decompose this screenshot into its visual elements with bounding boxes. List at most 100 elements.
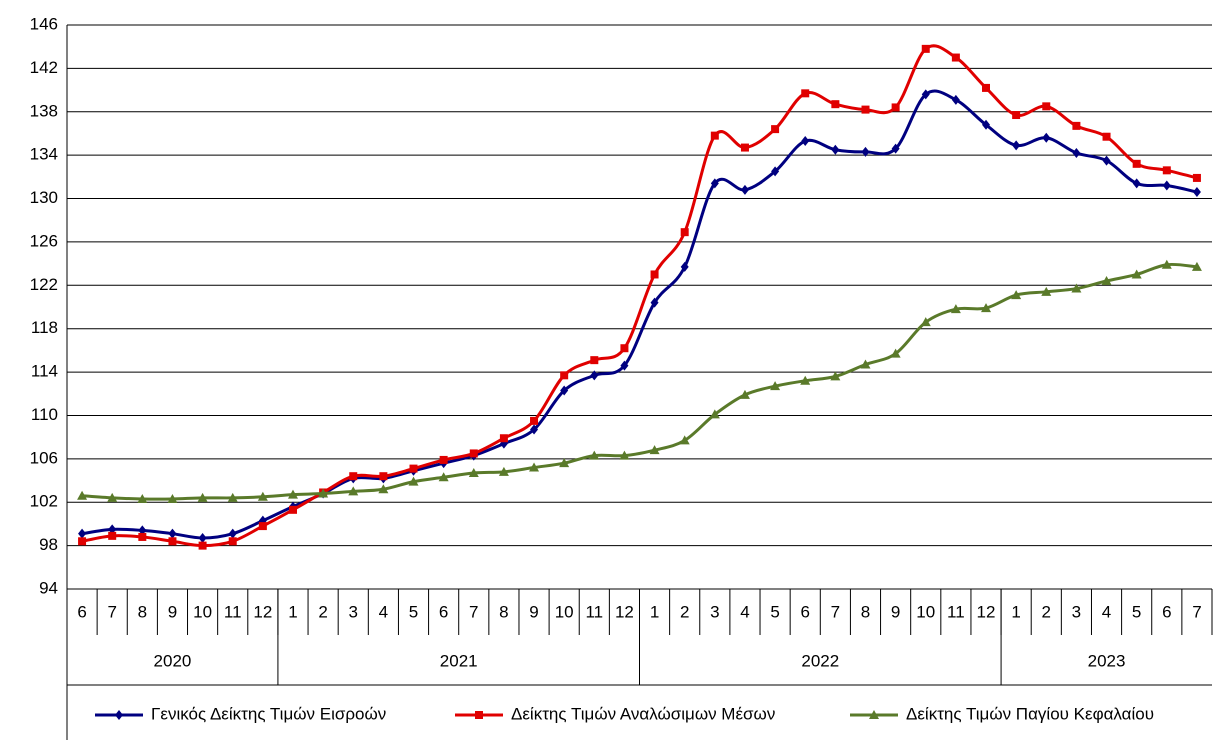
data-point [318,488,329,498]
y-tick-label: 118 [31,318,58,337]
data-point [739,389,750,399]
data-point [861,146,870,157]
y-tick-label: 122 [30,275,58,294]
x-tick-label: 8 [499,602,508,621]
y-tick-label: 114 [31,362,58,381]
x-tick-label: 5 [409,602,418,621]
data-point [227,492,238,502]
x-tick-label: 4 [1102,602,1111,621]
data-point [830,371,841,381]
data-point [138,525,147,536]
data-point [650,270,659,279]
y-tick-label: 130 [30,188,58,207]
legend-label: Δείκτης Τιμών Παγίου Κεφαλαίου [906,704,1154,723]
data-point [710,178,719,189]
legend-marker [475,711,483,719]
y-tick-label: 142 [30,58,58,77]
data-point [801,89,810,98]
x-tick-label: 4 [379,602,388,621]
x-tick-label: 6 [1162,602,1171,621]
data-point [1101,275,1112,285]
x-tick-label: 8 [138,602,147,621]
legend-marker [869,710,879,719]
data-point [709,409,720,419]
data-point [921,44,930,53]
data-point [679,435,690,445]
x-tick-label: 7 [469,602,478,621]
data-point [981,303,992,313]
data-point [801,136,810,147]
y-tick-label: 126 [30,231,58,250]
data-point [740,184,749,195]
x-tick-label: 12 [615,602,634,621]
data-point [78,537,87,546]
data-point [1162,180,1171,191]
x-tick-label: 2 [1042,602,1051,621]
x-tick-label: 3 [710,602,719,621]
data-point [559,458,570,468]
data-point [167,493,178,503]
data-point [348,486,359,496]
data-point [349,472,358,481]
data-point [77,490,88,500]
data-point [1012,140,1021,151]
data-point [950,304,961,314]
data-point [378,484,389,494]
data-point [108,531,117,540]
data-point [620,344,629,353]
data-point [890,348,901,358]
x-tick-label: 9 [168,602,177,621]
data-point [1041,286,1052,296]
data-point [439,455,448,464]
data-point [258,522,267,531]
data-point [228,528,237,539]
data-point [891,143,900,154]
data-point [228,537,237,546]
data-point [680,261,689,272]
x-tick-label: 7 [107,602,116,621]
data-point [619,450,630,460]
data-point [951,53,960,62]
data-point [831,144,840,155]
data-point [137,493,148,503]
x-tick-label: 4 [740,602,749,621]
data-point [1012,111,1021,120]
data-point [198,533,207,544]
y-tick-label: 102 [30,492,58,511]
x-tick-label: 2 [680,602,689,621]
x-tick-label: 7 [831,602,840,621]
data-point [78,528,87,539]
legend-marker [115,710,123,720]
x-tick-label: 12 [253,602,272,621]
data-point [1192,173,1201,182]
data-point [530,424,539,435]
x-tick-label: 10 [193,602,212,621]
x-tick-label: 8 [861,602,870,621]
data-point [951,94,960,105]
series-line [81,262,1198,501]
data-point [861,105,870,114]
data-point [138,532,147,541]
x-tick-label: 9 [529,602,538,621]
data-point [379,472,388,481]
data-point [288,505,297,514]
data-point [1071,283,1082,293]
x-tick-label: 11 [224,602,242,621]
x-group-label: 2022 [801,651,839,670]
data-point [590,370,599,381]
data-point [771,166,780,177]
data-point [560,371,569,380]
data-point [770,381,781,391]
data-point [1191,261,1202,271]
data-point [620,360,629,371]
data-point [438,472,449,482]
y-tick-label: 106 [30,448,58,467]
x-group-label: 2023 [1088,651,1126,670]
x-tick-label: 1 [650,602,659,621]
x-tick-label: 10 [916,602,935,621]
x-tick-label: 6 [800,602,809,621]
data-point [1131,269,1142,279]
data-point [197,492,208,502]
data-point [1192,187,1201,198]
data-point [530,416,539,425]
